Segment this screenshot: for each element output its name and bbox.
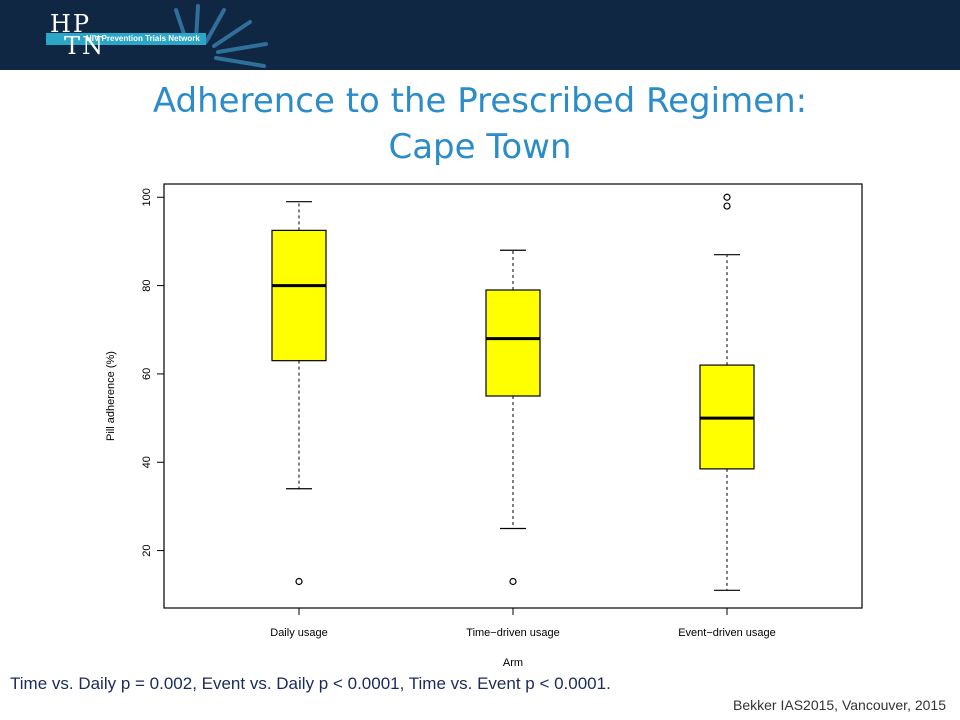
outlier-point bbox=[509, 577, 517, 586]
box-iqr bbox=[485, 289, 541, 397]
logo-text: HIV Prevention Trials Network bbox=[86, 34, 200, 43]
y-tick-label: 20 bbox=[141, 544, 153, 556]
logo-bar bbox=[46, 33, 206, 45]
slide-title: Adherence to the Prescribed Regimen: Cap… bbox=[0, 78, 960, 170]
outlier-point bbox=[295, 577, 303, 586]
hptn-logo: HP TN HIV Prevention Trials Network bbox=[46, 4, 268, 68]
logo-lettering-tn: TN bbox=[64, 32, 106, 60]
outlier-point bbox=[723, 193, 731, 201]
x-tick-label: Daily usage bbox=[270, 627, 327, 639]
x-axis-label: Arm bbox=[503, 657, 523, 669]
box-iqr bbox=[271, 229, 327, 362]
x-tick-label: Time−driven usage bbox=[466, 627, 559, 639]
citation: Bekker IAS2015, Vancouver, 2015 bbox=[733, 697, 946, 713]
y-axis-label: Pill adherence (%) bbox=[105, 351, 117, 441]
y-tick-label: 60 bbox=[141, 368, 153, 380]
y-tick-label: 80 bbox=[141, 279, 153, 291]
slide-title-line1: Adherence to the Prescribed Regimen: bbox=[152, 81, 808, 121]
logo-lettering-hp: HP bbox=[50, 10, 92, 38]
y-tick-label: 40 bbox=[141, 456, 153, 468]
outlier-point bbox=[723, 202, 731, 210]
slide-title-line2: Cape Town bbox=[388, 127, 572, 167]
footnote: Time vs. Daily p = 0.002, Event vs. Dail… bbox=[10, 674, 611, 693]
x-tick-label: Event−driven usage bbox=[678, 627, 776, 639]
boxplot-chart: 20 40 60 80 100 Pill adherence (%) Daily usage… bbox=[105, 183, 863, 669]
y-tick-label: 100 bbox=[141, 188, 153, 206]
